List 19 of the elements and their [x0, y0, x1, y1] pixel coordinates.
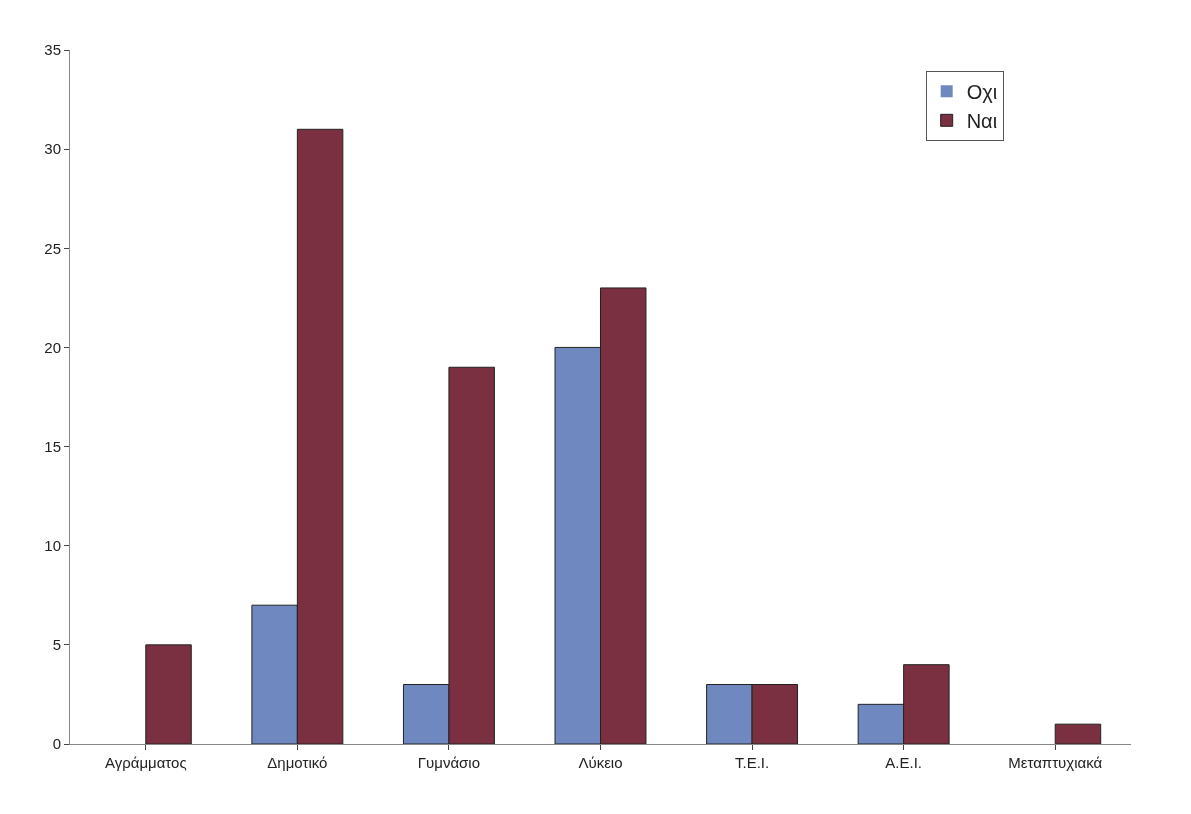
x-tick-label: Α.Ε.Ι.	[885, 754, 922, 771]
x-tick-label: Γυμνάσιο	[417, 754, 481, 771]
y-tick-label: 15	[44, 437, 61, 455]
x-tick-label: Τ.Ε.Ι.	[734, 754, 770, 771]
y-tick-label: 10	[44, 536, 61, 554]
bar	[1054, 723, 1102, 744]
x-tick-label: Αγράμματος	[104, 754, 187, 771]
x-tick-label: Δημοτικό	[267, 754, 328, 771]
legend-label: Οχι	[966, 81, 998, 104]
y-tick-label: 20	[44, 338, 61, 356]
y-tick-label: 30	[44, 140, 61, 158]
y-tick-label: 25	[44, 239, 61, 257]
y-tick-label: 0	[52, 735, 61, 753]
y-tick-label: 35	[44, 41, 61, 59]
y-tick-label: 5	[52, 636, 61, 654]
legend-label: Ναι	[966, 110, 998, 133]
bar	[145, 644, 192, 744]
x-tick-label: Λύκειο	[578, 754, 623, 771]
x-tick-label: Μεταπτυχιακά	[1008, 754, 1103, 771]
